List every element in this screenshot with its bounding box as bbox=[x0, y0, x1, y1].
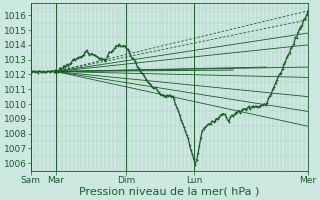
X-axis label: Pression niveau de la mer( hPa ): Pression niveau de la mer( hPa ) bbox=[79, 187, 260, 197]
